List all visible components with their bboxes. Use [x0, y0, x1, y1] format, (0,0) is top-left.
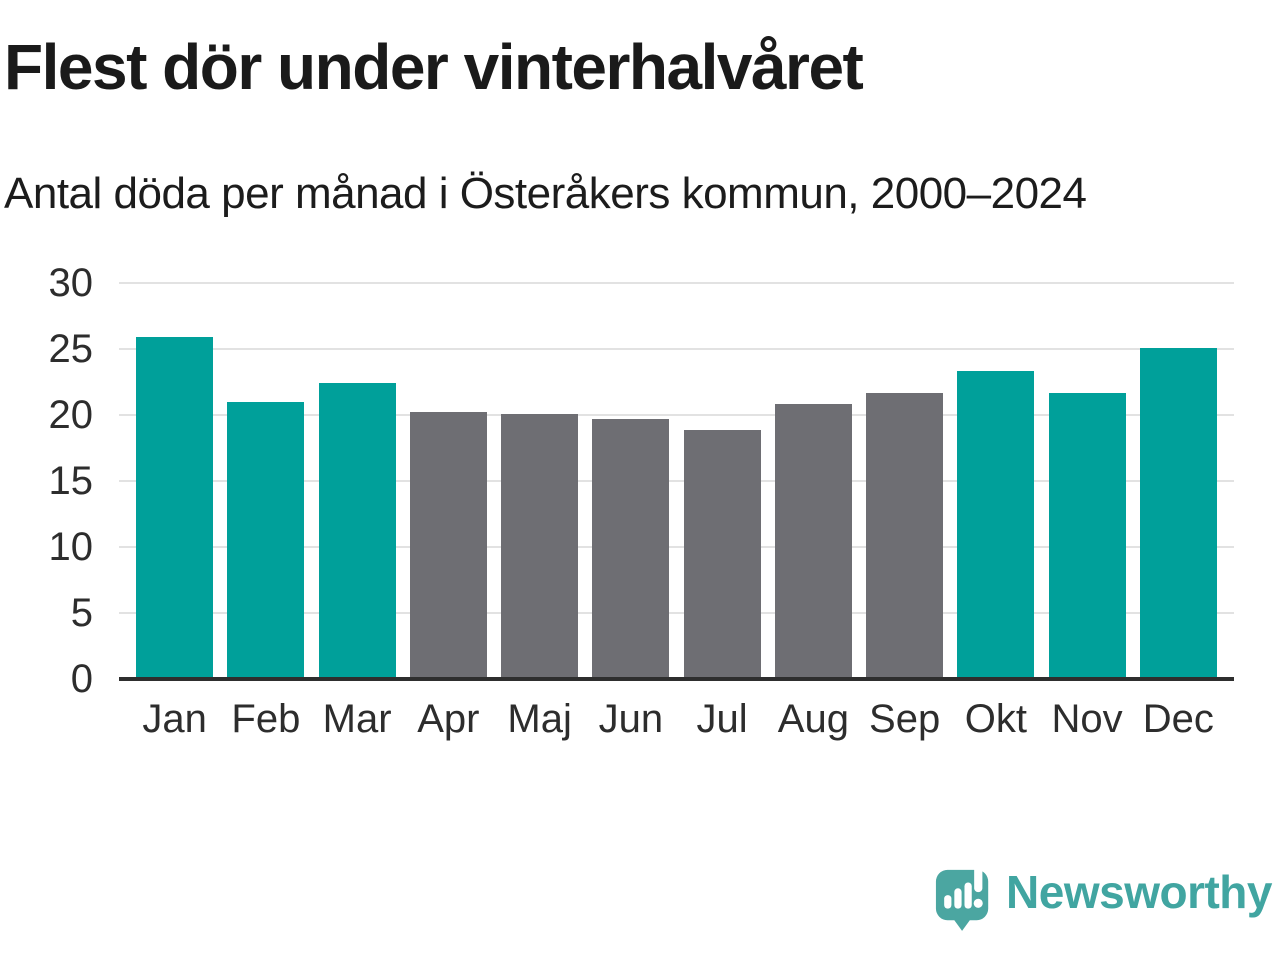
gridline-15 — [119, 480, 1234, 482]
y-tick-label-20: 20 — [48, 393, 94, 438]
logo-bar-2 — [954, 888, 962, 909]
gridline-20 — [119, 414, 1234, 417]
bar-apr — [409, 412, 487, 679]
chart-subtitle: Antal döda per månad i Österåkers kommun… — [4, 169, 1087, 218]
bar-sep — [866, 392, 944, 679]
x-axis-line — [119, 677, 1234, 681]
bar-nov — [1048, 392, 1126, 679]
bar-slot-dec — [1133, 283, 1224, 679]
gridline-5 — [119, 612, 1234, 615]
y-tick-label-5: 5 — [70, 591, 93, 636]
bar-slot-jan — [129, 283, 220, 679]
y-tick-label-10: 10 — [48, 525, 94, 570]
bar-jan — [136, 337, 214, 679]
plot-area — [119, 282, 1234, 681]
bar-slot-mar — [312, 283, 403, 679]
x-axis-labels: Jan Feb Mar Apr Maj Jun Jul Aug Sep Okt Nov Dec — [119, 699, 1234, 739]
y-tick-label-15: 15 — [48, 459, 94, 503]
y-tick-label-0: 0 — [70, 657, 93, 701]
bar-slot-nov — [1042, 283, 1133, 679]
bar-slot-feb — [220, 283, 311, 679]
x-label-aug: Aug — [777, 697, 849, 741]
bar-dec — [1139, 347, 1217, 679]
x-label-jun: Jun — [598, 697, 664, 741]
bar-slot-okt — [950, 283, 1041, 679]
newsworthy-logo[interactable]: Newsworthy — [934, 862, 1272, 932]
y-tick-label-25: 25 — [48, 327, 94, 371]
gridline-10 — [119, 546, 1234, 549]
x-label-sep: Sep — [869, 697, 941, 741]
bar-feb — [227, 401, 305, 679]
newsworthy-icon — [935, 862, 989, 931]
newsworthy-wordmark: Newsworthy — [1006, 866, 1272, 918]
logo-bar-3 — [964, 882, 972, 909]
bar-chart: 0 5 10 15 20 25 30 Jan Feb Mar Apr Maj Jun Jul Aug Sep… — [0, 263, 1280, 753]
x-label-jul: Jul — [696, 697, 748, 741]
bar-slot-aug — [768, 283, 859, 679]
x-label-feb: Feb — [231, 697, 301, 741]
x-label-nov: Nov — [1051, 697, 1123, 741]
y-axis: 0 5 10 15 20 25 30 — [0, 263, 95, 699]
x-label-okt: Okt — [964, 697, 1027, 741]
bar-slot-jul — [677, 283, 768, 679]
bar-mar — [318, 383, 396, 679]
bar-slot-apr — [403, 283, 494, 679]
bar-slot-jun — [585, 283, 676, 679]
x-label-mar: Mar — [322, 697, 392, 741]
bar-aug — [774, 404, 852, 679]
bar-jun — [592, 418, 670, 679]
logo-exclamation-dot — [973, 898, 983, 908]
bar-slot-maj — [494, 283, 585, 679]
bar-okt — [957, 371, 1035, 679]
bars-container — [119, 283, 1234, 679]
logo-bar-1 — [944, 895, 952, 909]
bar-maj — [501, 413, 579, 679]
logo-exclamation-bar — [974, 862, 983, 893]
y-tick-label-30: 30 — [48, 261, 94, 305]
x-label-apr: Apr — [417, 697, 480, 741]
x-label-dec: Dec — [1142, 697, 1214, 741]
page-title: Flest dör under vinterhalvåret — [4, 31, 864, 103]
x-label-maj: Maj — [507, 697, 572, 741]
gridline-30 — [119, 282, 1234, 284]
x-label-jan: Jan — [142, 697, 207, 741]
gridline-25 — [119, 348, 1234, 350]
bar-slot-sep — [859, 283, 950, 679]
bar-jul — [683, 429, 761, 679]
